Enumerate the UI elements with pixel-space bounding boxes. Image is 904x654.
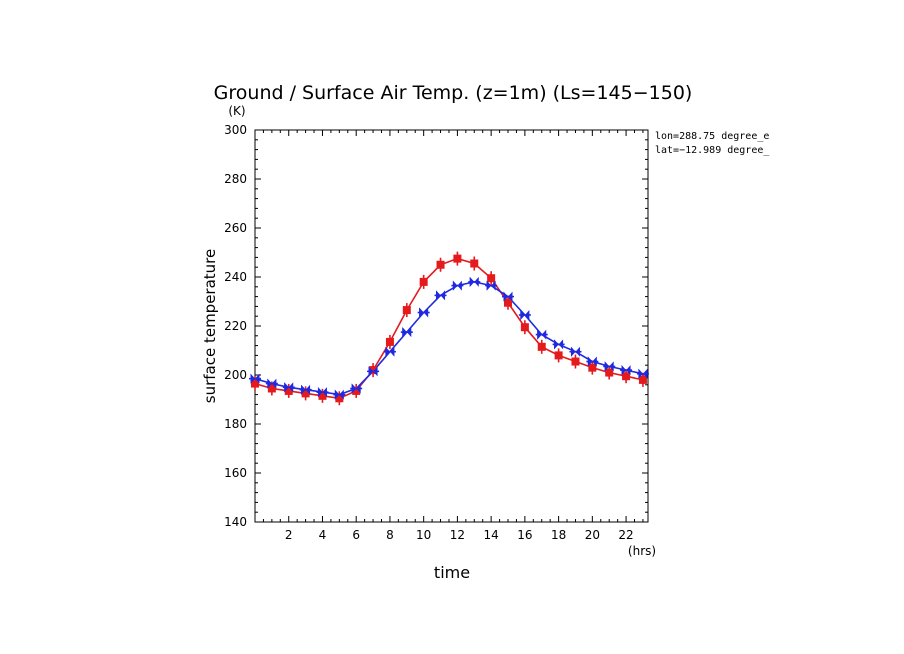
x-tick-label: 14 [483, 528, 498, 542]
series-1-point [638, 372, 647, 387]
series-1-point [605, 365, 614, 380]
lat-annotation: lat=−12.989 degree_ [655, 145, 770, 156]
y-unit-label: (K) [228, 104, 245, 118]
x-tick-label: 6 [352, 528, 360, 542]
series-2-point [535, 329, 548, 340]
series-2-point [333, 389, 346, 400]
x-tick-label: 12 [450, 528, 465, 542]
series-2-point [400, 327, 413, 338]
series-2-point [316, 387, 329, 398]
series-2-point [502, 291, 515, 302]
series-2-point [417, 307, 430, 318]
x-tick-label: 8 [386, 528, 394, 542]
series-2-point [603, 361, 616, 372]
series-1-point [588, 360, 597, 375]
series-1-point [385, 334, 394, 349]
series-1-point [622, 369, 631, 384]
series-2-point [485, 280, 498, 291]
series-2-point [636, 368, 649, 379]
y-tick-label: 180 [224, 417, 247, 431]
y-tick-label: 160 [224, 466, 247, 480]
y-tick-label: 220 [224, 319, 247, 333]
series-2-point [265, 378, 278, 389]
series-1-point [352, 383, 361, 398]
y-axis-label: surface temperature [201, 249, 219, 404]
series-1-point [318, 388, 327, 403]
series-1-point [504, 295, 513, 310]
x-tick-label: 20 [585, 528, 600, 542]
series-1-point [419, 274, 428, 289]
series-2-point [367, 366, 380, 377]
x-tick-label: 16 [517, 528, 532, 542]
y-tick-label: 260 [224, 221, 247, 235]
series-2-point [569, 346, 582, 357]
series-1-point [284, 383, 293, 398]
series-2-point [350, 383, 363, 394]
y-tick-label: 300 [224, 123, 247, 137]
y-tick-label: 200 [224, 368, 247, 382]
series-1-point [436, 257, 445, 272]
x-tick-label: 2 [285, 528, 293, 542]
x-tick-label: 4 [319, 528, 327, 542]
series-1-point [554, 348, 563, 363]
series-1-line [254, 257, 644, 400]
axes-ticks: 140 160 180 200 220 240 260 280 300 2 4 6 8 10 12 14 16 1… [224, 123, 648, 542]
series-1-point [487, 271, 496, 286]
series-1-point [453, 251, 462, 266]
plot-area [254, 129, 649, 523]
x-tick-label: 18 [551, 528, 566, 542]
y-tick-label: 240 [224, 270, 247, 284]
series-2-point [451, 280, 464, 291]
series-1-point [571, 354, 580, 369]
series-layer [249, 251, 649, 406]
series-2-point [299, 384, 312, 395]
series-2-point [620, 365, 633, 376]
series-2-line [254, 281, 644, 396]
y-tick-label: 280 [224, 172, 247, 186]
series-2-point [552, 339, 565, 350]
y-tick-label: 140 [224, 515, 247, 529]
series-1-point [335, 391, 344, 406]
series-2-point [586, 356, 599, 367]
series-1-point [537, 339, 546, 354]
series-2-point [434, 290, 447, 301]
series-1-point [301, 386, 310, 401]
lon-annotation: lon=288.75 degree_e [655, 131, 769, 142]
x-tick-label: 22 [618, 528, 633, 542]
series-2-point [383, 346, 396, 357]
x-tick-label: 10 [416, 528, 431, 542]
series-2-point [282, 382, 295, 393]
series-1-point [520, 320, 529, 335]
series-2-point [518, 309, 531, 320]
x-unit-label: (hrs) [628, 544, 656, 558]
series-1-point [470, 256, 479, 271]
chart-title: Ground / Surface Air Temp. (z=1m) (Ls=14… [214, 82, 693, 104]
series-1-point [402, 303, 411, 318]
series-2-point [468, 276, 481, 287]
x-axis-label: time [434, 563, 470, 582]
series-1-point [369, 363, 378, 378]
series-2-point [249, 373, 261, 384]
